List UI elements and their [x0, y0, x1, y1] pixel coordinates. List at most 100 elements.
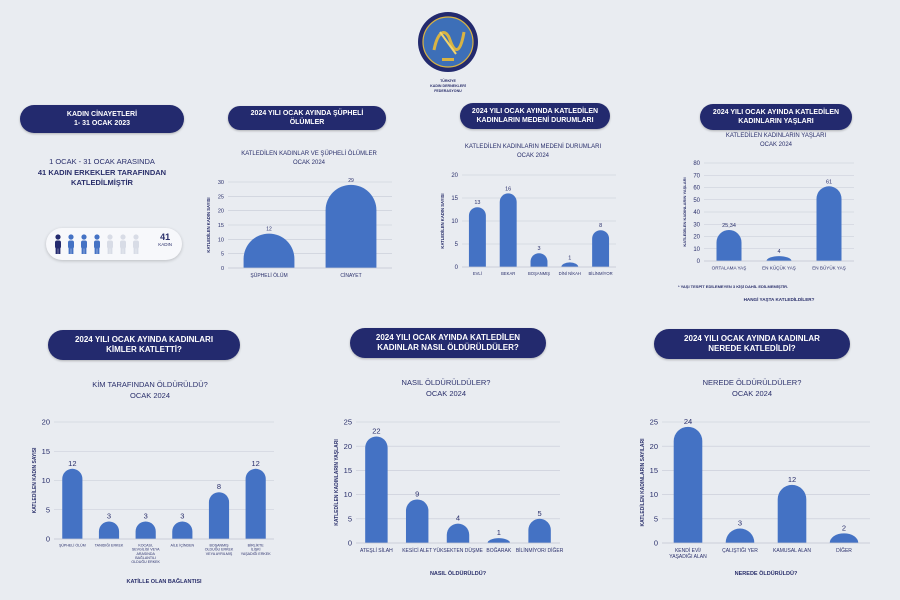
category-label: YÜKSEKTEN DÜŞME	[433, 547, 483, 554]
how-chart-title: NASIL ÖLDÜRÜLDÜLER? OCAK 2024	[356, 378, 536, 399]
data-label: 5	[538, 509, 542, 518]
y-axis-label: KATLEDİLEN KADINLARIN YAŞLARI	[333, 439, 340, 526]
bar	[245, 468, 266, 539]
category-label: BİLİNMİYOR	[588, 271, 612, 276]
data-label: 61	[826, 179, 832, 185]
category-label: ORTALAMA YAŞ	[712, 266, 747, 271]
bar	[777, 484, 807, 543]
x-axis-label: KATİLLE OLAN BAĞLANTISI	[126, 577, 202, 585]
bar	[499, 193, 517, 267]
y-tick-label: 40	[693, 210, 700, 216]
category-label: ŞÜPHELİ ÖLÜM	[59, 543, 86, 548]
chart-title-line: NASIL ÖLDÜRÜLDÜLER?	[401, 378, 491, 387]
bar	[62, 468, 83, 539]
data-label: 4	[456, 514, 460, 523]
y-tick-label: 0	[455, 265, 459, 271]
y-tick-label: 10	[218, 237, 224, 243]
bar	[98, 521, 120, 539]
y-tick-label: 20	[218, 209, 224, 215]
marital-header-line: 2024 YILI OCAK AYINDA KATLEDİLEN	[471, 107, 599, 115]
y-tick-label: 30	[693, 222, 700, 228]
federation-logo: TÜRKİYE KADIN DERNEKLERİ FEDERASYONU	[416, 10, 480, 94]
who-chart-title: KİM TARAFINDAN ÖLDÜRÜLDÜ? OCAK 2024	[60, 380, 240, 401]
chart-title-line: OCAK 2024	[129, 390, 171, 400]
y-axis-label: KATLEDİLEN KADIN SAYISI	[31, 447, 38, 513]
y-axis-label: KATLEDİLEN KADINLARIN SAYILARI	[639, 438, 646, 527]
ages-chart-title: KATLEDİLEN KADINLARIN YAŞLARI OCAK 2024	[700, 132, 852, 150]
y-tick-label: 15	[218, 223, 224, 229]
category-label: KAMUSAL ALAN	[773, 548, 811, 554]
data-label: 3	[537, 246, 540, 252]
category-label: BİLİNMİYOR/ DİĞER	[516, 547, 564, 554]
bar	[446, 523, 470, 543]
who-header-line: KİMLER KATLETTİ?	[106, 345, 182, 354]
category-label: ÇALIŞTIĞI YER	[722, 547, 758, 554]
data-label: 24	[684, 417, 692, 426]
category-label: EN BÜYÜK YAŞ	[812, 265, 846, 271]
bar	[172, 521, 193, 539]
killers-chart: 0 5 10 15 20 KATLEDİLEN KADIN SAYISI 12 ŞÜPHELİ…	[31, 418, 274, 585]
bar	[716, 229, 742, 261]
chart-title-line: KATLEDİLEN KADINLARIN YAŞLARI	[725, 133, 827, 139]
data-label: 3	[738, 518, 742, 527]
y-tick-label: 20	[451, 173, 458, 179]
ages-header-pill: 2024 YILI OCAK AYINDA KATLEDİLEN KADINLA…	[700, 104, 852, 130]
data-label: 16	[505, 186, 511, 192]
chart-title-line: OCAK 2024	[516, 153, 550, 159]
federation-emblem-icon	[418, 12, 478, 72]
summary-title-pill: KADIN CİNAYETLERİ 1- 31 OCAK 2023	[20, 105, 184, 133]
y-tick-label: 25	[218, 194, 224, 200]
data-label: 12	[251, 459, 259, 468]
y-tick-label: 20	[693, 235, 700, 241]
person-icon	[120, 234, 126, 254]
data-label: 12	[266, 227, 272, 233]
where-chart-title: NEREDE ÖLDÜRÜLDÜLER? OCAK 2024	[662, 378, 842, 399]
person-icon	[55, 234, 61, 254]
where-header-line: NEREDE KATLEDİLDİ?	[708, 344, 796, 353]
summary-title-line: KADIN CİNAYETLERİ	[66, 110, 138, 118]
bar	[528, 518, 551, 543]
suspicious-header-pill: 2024 YILI OCAK AYINDA ŞÜPHELİ ÖLÜMLER	[228, 106, 386, 130]
y-tick-label: 50	[693, 198, 700, 204]
bar	[725, 528, 755, 543]
x-axis-label: NEREDE ÖLDÜRÜLDÜ?	[735, 570, 798, 577]
y-tick-label: 70	[693, 173, 700, 179]
chart-title-line: OCAK 2024	[731, 388, 773, 398]
data-label: 8	[599, 223, 602, 229]
data-label: 25,34	[722, 223, 736, 229]
ages-chart: 0 10 20 30 40 50 60 70 80 KATLEDİLEN KADINLARIN Y…	[682, 161, 854, 302]
bar	[135, 521, 156, 539]
chart-title-line: NEREDE ÖLDÜRÜLDÜLER?	[702, 378, 802, 387]
chart-title-line: KATLEDİLEN KADINLARIN MEDENİ DURUMLARI	[464, 144, 602, 150]
summary-text-line: 41 KADIN ERKEKLER TARAFINDAN	[37, 167, 167, 177]
data-label: 22	[372, 427, 380, 436]
x-axis-label: NASIL ÖLDÜRÜLDÜ?	[430, 570, 487, 577]
counter-label: KADIN	[158, 242, 172, 247]
y-tick-label: 20	[42, 418, 50, 427]
person-icon	[81, 234, 87, 254]
data-label: 3	[180, 511, 184, 520]
bar	[816, 186, 842, 261]
data-label: 3	[144, 511, 148, 520]
marital-header-line: KADINLARIN MEDENİ DURUMLARI	[476, 117, 594, 124]
bar	[530, 253, 548, 267]
data-label: 1	[497, 528, 501, 537]
logo-caption-line: KADIN DERNEKLERİ	[430, 83, 466, 88]
y-tick-label: 10	[650, 490, 658, 499]
data-label: 12	[68, 459, 76, 468]
y-tick-label: 0	[654, 539, 658, 548]
y-tick-label: 10	[344, 490, 352, 499]
y-axis-label: KATLEDİLEN KADIN SAYISI	[440, 193, 445, 248]
category-label: KESİCİ ALET	[402, 547, 432, 554]
chart-title-line: OCAK 2024	[425, 388, 467, 398]
bar	[405, 499, 429, 543]
y-tick-label: 10	[693, 247, 700, 253]
y-tick-label: 5	[221, 252, 224, 258]
bar	[561, 262, 579, 267]
counter-number: 41	[160, 232, 171, 242]
bar	[592, 230, 610, 267]
bar	[365, 436, 388, 543]
y-tick-label: 0	[348, 539, 352, 548]
category-label: BOŞANMIŞ OLDUĞU ERKEK VEYA AYRILMIŞ	[205, 544, 234, 556]
bar	[673, 426, 703, 543]
